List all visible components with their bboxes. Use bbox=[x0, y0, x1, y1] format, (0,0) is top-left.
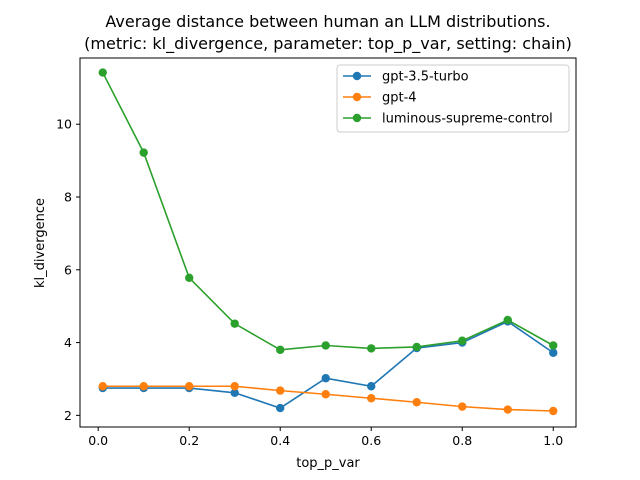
data-point bbox=[185, 382, 194, 391]
y-tick-label: 6 bbox=[64, 262, 72, 277]
series-luminous-supreme-control bbox=[98, 68, 558, 355]
data-point bbox=[139, 382, 148, 391]
data-point bbox=[367, 382, 376, 391]
data-point bbox=[139, 148, 148, 157]
data-point bbox=[367, 344, 376, 353]
legend-label: luminous-supreme-control bbox=[382, 112, 553, 127]
legend-item: luminous-supreme-control bbox=[343, 112, 553, 127]
legend-label: gpt-4 bbox=[382, 91, 417, 106]
legend-label: gpt-3.5-turbo bbox=[382, 70, 469, 85]
data-point bbox=[549, 406, 558, 416]
data-point bbox=[230, 388, 239, 397]
data-point bbox=[230, 319, 239, 328]
x-tick-label: 0.8 bbox=[452, 433, 472, 448]
data-point bbox=[276, 386, 285, 395]
data-point bbox=[276, 345, 285, 355]
series-gpt-4 bbox=[98, 382, 558, 416]
x-tick-label: 0.6 bbox=[361, 433, 381, 448]
data-point bbox=[98, 68, 107, 77]
data-point bbox=[98, 382, 107, 391]
series-layer bbox=[98, 68, 558, 416]
data-point bbox=[503, 315, 512, 325]
data-point bbox=[549, 348, 558, 357]
data-point bbox=[412, 342, 421, 352]
data-point bbox=[276, 403, 285, 413]
x-tick-label: 0.0 bbox=[88, 433, 108, 448]
data-point bbox=[321, 390, 330, 399]
data-point bbox=[458, 402, 467, 411]
y-axis-label: kl_divergence bbox=[33, 198, 48, 288]
y-tick-label: 4 bbox=[64, 335, 72, 350]
x-tick-label: 0.4 bbox=[270, 433, 290, 448]
y-tick-label: 8 bbox=[64, 190, 72, 205]
x-axis-label: top_p_var bbox=[296, 456, 360, 471]
data-point bbox=[458, 336, 467, 345]
y-tick-label: 2 bbox=[64, 408, 72, 423]
y-axis-ticks: 2 4 6 8 10 bbox=[56, 117, 80, 423]
y-tick-label: 10 bbox=[56, 117, 72, 132]
data-point bbox=[230, 382, 239, 391]
data-point bbox=[503, 405, 512, 414]
x-axis-ticks: 0.0 0.2 0.4 0.6 0.8 1.0 bbox=[88, 427, 563, 448]
series-gpt-3.5-turbo bbox=[98, 317, 558, 413]
series-line bbox=[102, 385, 554, 412]
legend-item: gpt-3.5-turbo bbox=[343, 70, 469, 85]
x-tick-label: 0.2 bbox=[179, 433, 199, 448]
legend-marker bbox=[352, 71, 362, 81]
data-point bbox=[367, 394, 376, 403]
legend-box bbox=[336, 64, 570, 133]
data-point bbox=[321, 341, 330, 350]
data-point bbox=[549, 341, 558, 350]
legend: gpt-3.5-turbo gpt-4 luminous-supreme-contr… bbox=[336, 64, 570, 133]
data-point bbox=[412, 398, 421, 407]
data-point bbox=[185, 273, 194, 282]
chart-subtitle: (metric: kl_divergence, parameter: top_p… bbox=[84, 34, 572, 54]
x-tick-label: 1.0 bbox=[543, 433, 563, 448]
legend-marker bbox=[352, 92, 362, 102]
legend-marker bbox=[352, 113, 362, 123]
chart-title: Average distance between human an LLM di… bbox=[105, 12, 550, 31]
data-point bbox=[321, 374, 330, 383]
plot-area bbox=[79, 57, 577, 428]
legend-item: gpt-4 bbox=[343, 91, 417, 106]
